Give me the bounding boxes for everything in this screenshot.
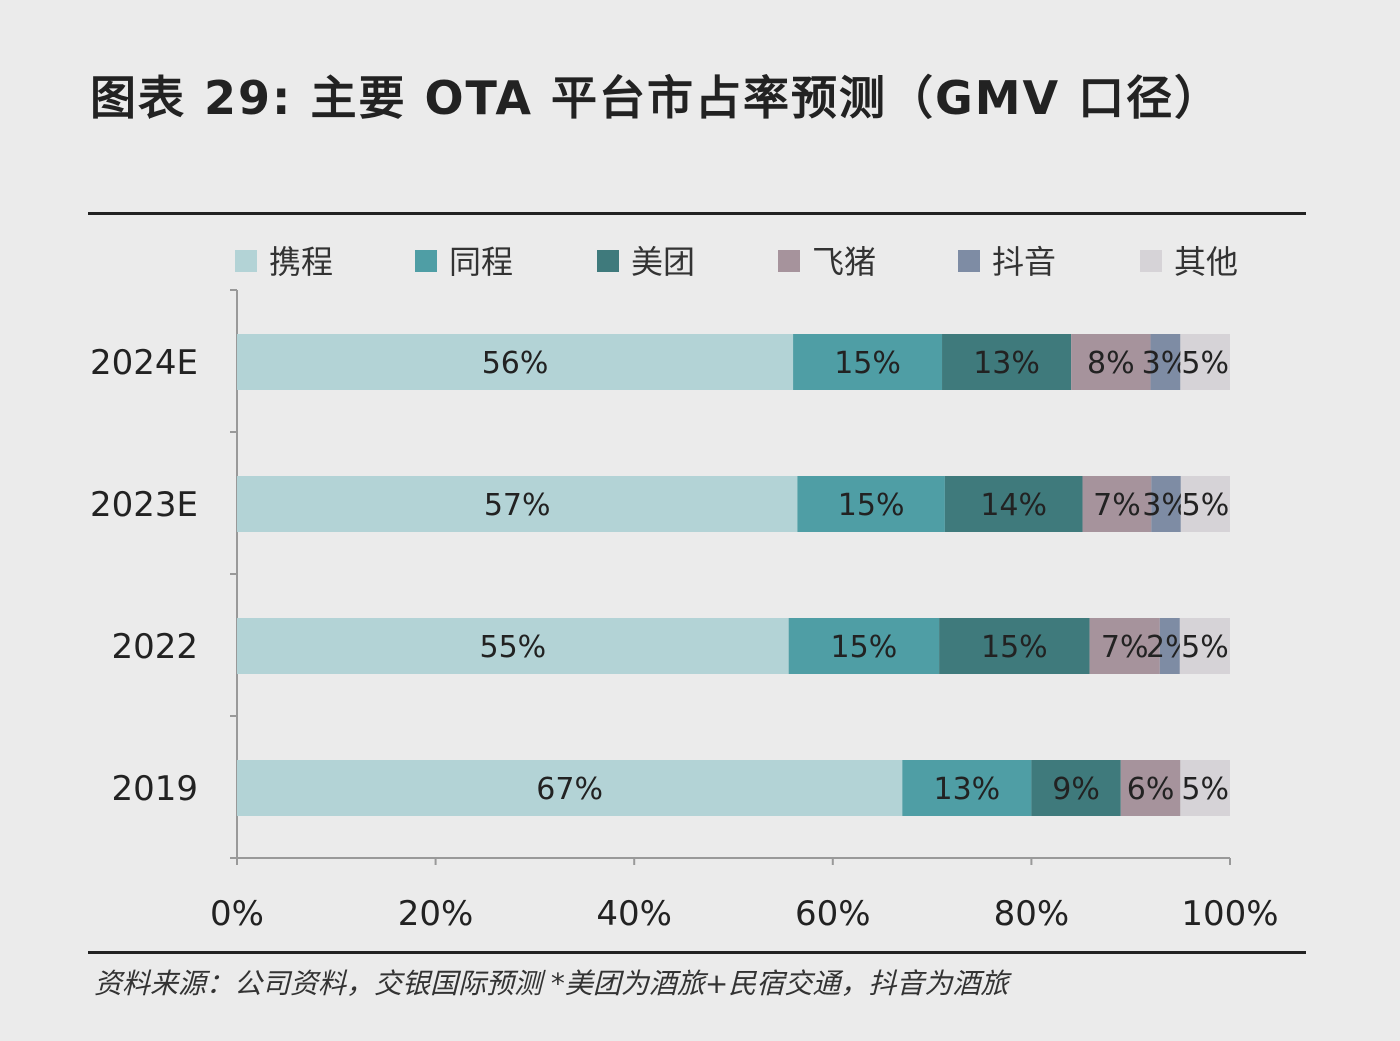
legend-swatch [597, 250, 619, 272]
legend-label: 携程 [269, 243, 333, 281]
data-label: 8% [1087, 346, 1135, 381]
data-label: 15% [831, 630, 898, 665]
bar-segment-同程 [797, 476, 945, 532]
category-label: 2022 [111, 627, 198, 667]
x-tick-label: 40% [596, 894, 672, 934]
footer-divider [88, 951, 1306, 954]
bar-segment-抖音 [1150, 334, 1181, 390]
x-tick-label: 80% [994, 894, 1070, 934]
x-tick-label: 100% [1181, 894, 1278, 934]
data-label: 56% [482, 346, 549, 381]
bar-segment-抖音 [1159, 618, 1180, 674]
bar-segment-其他 [1180, 334, 1230, 390]
data-label: 5% [1181, 346, 1229, 381]
data-label: 7% [1093, 488, 1141, 523]
x-tick-label: 0% [210, 894, 264, 934]
bar-segment-抖音 [1151, 476, 1181, 532]
data-label: 5% [1181, 772, 1229, 807]
legend-swatch [415, 250, 437, 272]
legend-swatch [958, 250, 980, 272]
bar-segment-美团 [942, 334, 1072, 390]
category-label: 2019 [111, 769, 198, 809]
data-label: 14% [980, 488, 1047, 523]
bar-segment-其他 [1179, 618, 1230, 674]
x-tick-label: 60% [795, 894, 871, 934]
data-label: 7% [1101, 630, 1149, 665]
bar-segment-携程 [237, 618, 789, 674]
bar-segment-携程 [237, 476, 798, 532]
bar-segment-同程 [793, 334, 943, 390]
chart-title: 图表 29: 主要 OTA 平台市占率预测（GMV 口径） [90, 71, 1223, 125]
legend-label: 飞猪 [812, 243, 876, 281]
data-label: 13% [973, 346, 1040, 381]
bar-segment-同程 [902, 760, 1032, 816]
data-label: 57% [484, 488, 551, 523]
bar-segment-美团 [1031, 760, 1121, 816]
data-label: 15% [838, 488, 905, 523]
category-label: 2023E [90, 485, 198, 525]
data-label: 5% [1182, 488, 1230, 523]
data-label: 6% [1127, 772, 1175, 807]
category-label: 2024E [90, 343, 198, 383]
source-footnote: 资料来源：公司资料，交银国际预测 *美团为酒旅+民宿交通，抖音为酒旅 [94, 967, 1009, 1000]
data-label: 55% [479, 630, 546, 665]
data-label: 13% [934, 772, 1001, 807]
bar-segment-携程 [237, 334, 794, 390]
x-tick-label: 20% [398, 894, 474, 934]
data-label: 9% [1052, 772, 1100, 807]
bar-segment-飞猪 [1082, 476, 1152, 532]
legend-label: 其他 [1174, 243, 1238, 281]
data-label: 15% [834, 346, 901, 381]
legend-label: 同程 [449, 243, 513, 281]
legend-swatch [235, 250, 257, 272]
legend-swatch [1140, 250, 1162, 272]
legend-label: 美团 [631, 243, 695, 281]
bar-segment-飞猪 [1120, 760, 1181, 816]
bar-segment-美团 [939, 618, 1090, 674]
bar-segment-同程 [788, 618, 940, 674]
data-label: 5% [1181, 630, 1229, 665]
title-divider [88, 212, 1306, 215]
bar-segment-其他 [1180, 760, 1230, 816]
bar-segment-携程 [237, 760, 903, 816]
bar-segment-飞猪 [1089, 618, 1160, 674]
data-label: 67% [536, 772, 603, 807]
legend-label: 抖音 [992, 243, 1056, 281]
bar-segment-其他 [1180, 476, 1230, 532]
bar-segment-美团 [944, 476, 1083, 532]
data-label: 15% [981, 630, 1048, 665]
bar-segment-飞猪 [1071, 334, 1151, 390]
legend-swatch [778, 250, 800, 272]
